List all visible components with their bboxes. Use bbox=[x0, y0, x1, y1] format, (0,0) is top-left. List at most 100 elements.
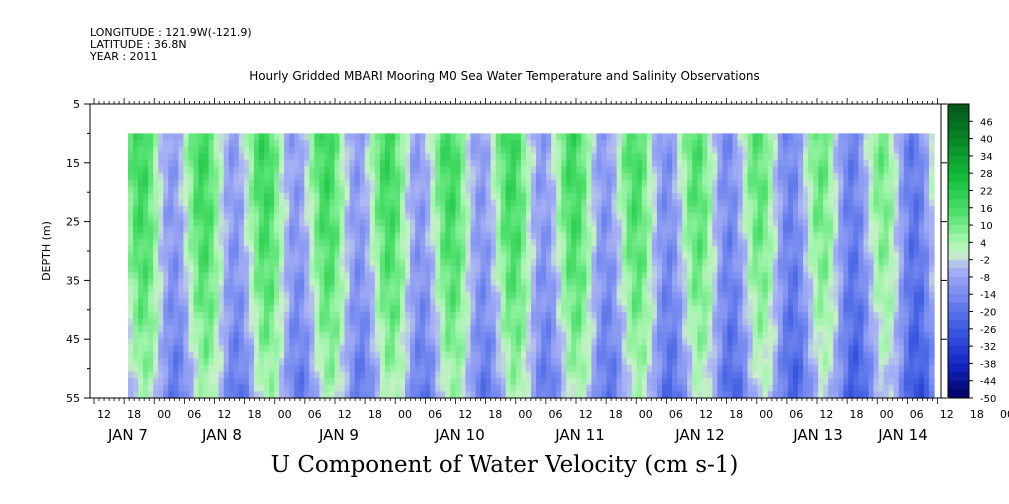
colorbar-segment bbox=[948, 104, 969, 114]
colorbar-label: -38 bbox=[980, 359, 996, 370]
x-hour-tick-label: 00 bbox=[880, 408, 894, 421]
colorbar-segment bbox=[948, 138, 969, 148]
colorbar-segment bbox=[948, 259, 969, 269]
colorbar-segment bbox=[948, 147, 969, 157]
x-hour-tick-label: 06 bbox=[669, 408, 683, 421]
x-day-label: JAN 13 bbox=[792, 426, 843, 444]
y-tick-label: 5 bbox=[73, 98, 80, 111]
x-hour-tick-label: 00 bbox=[639, 408, 653, 421]
colorbar-segment bbox=[948, 302, 969, 313]
colorbar-segment bbox=[948, 225, 969, 235]
colorbar-label: 28 bbox=[980, 169, 993, 180]
x-hour-tick-label: 12 bbox=[699, 408, 713, 421]
longitude-label: LONGITUDE : 121.9W(-121.9) bbox=[90, 26, 252, 39]
chart-title: Hourly Gridded MBARI Mooring M0 Sea Wate… bbox=[249, 69, 760, 83]
colorbar-label: 4 bbox=[980, 238, 986, 249]
y-tick-label: 35 bbox=[66, 274, 80, 287]
x-day-label: JAN 7 bbox=[107, 426, 148, 444]
colorbar-segment bbox=[948, 190, 969, 200]
x-hour-tick-label: 06 bbox=[187, 408, 201, 421]
y-tick-label: 25 bbox=[66, 216, 80, 229]
colorbar-segment bbox=[948, 380, 969, 390]
x-hour-tick-label: 12 bbox=[338, 408, 352, 421]
colorbar-segment bbox=[948, 251, 969, 261]
x-hour-tick-label: 12 bbox=[579, 408, 593, 421]
x-hour-tick-label: 06 bbox=[308, 408, 322, 421]
colorbar-segment bbox=[948, 276, 969, 287]
y-tick-label: 15 bbox=[66, 157, 80, 170]
colorbar-segment bbox=[948, 285, 969, 295]
x-hour-tick-label: 18 bbox=[970, 408, 984, 421]
colorbar-label: -8 bbox=[980, 273, 990, 284]
colorbar-segment bbox=[948, 328, 969, 338]
x-hour-tick-label: 18 bbox=[248, 408, 262, 421]
colorbar-label: 22 bbox=[980, 186, 993, 197]
x-hour-tick-label: 06 bbox=[549, 408, 563, 421]
colorbar-segment bbox=[948, 389, 969, 399]
colorbar-segment bbox=[948, 216, 969, 226]
colorbar-label: -44 bbox=[980, 377, 996, 388]
colorbar-segment bbox=[948, 173, 969, 183]
y-tick-label: 55 bbox=[66, 392, 80, 405]
colorbar-segment bbox=[948, 354, 969, 364]
y-axis-label: DEPTH (m) bbox=[40, 221, 53, 281]
x-hour-tick-label: 18 bbox=[850, 408, 864, 421]
x-axis-label: U Component of Water Velocity (cm s-1) bbox=[270, 452, 739, 478]
x-hour-tick-label: 18 bbox=[127, 408, 141, 421]
colorbar-segment bbox=[948, 181, 969, 191]
x-hour-tick-label: 18 bbox=[488, 408, 502, 421]
x-hour-tick-label: 06 bbox=[428, 408, 442, 421]
colorbar-segment bbox=[948, 268, 969, 278]
x-day-label: JAN 14 bbox=[877, 426, 928, 444]
x-hour-tick-label: 18 bbox=[368, 408, 382, 421]
x-day-label: JAN 10 bbox=[434, 426, 485, 444]
x-hour-tick-label: 00 bbox=[1000, 408, 1009, 421]
x-day-label: JAN 12 bbox=[674, 426, 725, 444]
colorbar-segment bbox=[948, 207, 969, 217]
x-hour-tick-label: 00 bbox=[518, 408, 532, 421]
x-hour-tick-label: 18 bbox=[729, 408, 743, 421]
x-day-label: JAN 11 bbox=[554, 426, 605, 444]
x-hour-tick-label: 00 bbox=[157, 408, 171, 421]
colorbar-segment bbox=[948, 363, 969, 373]
colorbar-segment bbox=[948, 294, 969, 304]
year-label: YEAR : 2011 bbox=[90, 50, 158, 63]
x-day-label: JAN 8 bbox=[201, 426, 242, 444]
colorbar-label: -50 bbox=[980, 394, 996, 405]
colorbar-label: -14 bbox=[980, 290, 996, 301]
colorbar-label: -32 bbox=[980, 342, 996, 353]
x-hour-tick-label: 12 bbox=[97, 408, 111, 421]
colorbar-segment bbox=[948, 112, 969, 122]
x-hour-tick-label: 00 bbox=[759, 408, 773, 421]
x-hour-tick-label: 12 bbox=[819, 408, 833, 421]
x-hour-tick-label: 06 bbox=[910, 408, 924, 421]
colorbar-segment bbox=[948, 121, 969, 131]
colorbar-label: 34 bbox=[980, 152, 993, 163]
colorbar-label: -2 bbox=[980, 256, 990, 267]
colorbar-segment bbox=[948, 372, 969, 382]
colorbar-label: -20 bbox=[980, 308, 996, 319]
colorbar-segment bbox=[948, 164, 969, 174]
colorbar-segment bbox=[948, 337, 969, 347]
x-hour-tick-label: 12 bbox=[940, 408, 954, 421]
colorbar-segment bbox=[948, 129, 969, 140]
colorbar-segment bbox=[948, 346, 969, 356]
colorbar-segment bbox=[948, 320, 969, 330]
colorbar-segment bbox=[948, 242, 969, 252]
latitude-label: LATITUDE : 36.8N bbox=[90, 38, 187, 51]
x-hour-tick-label: 00 bbox=[278, 408, 292, 421]
x-hour-tick-label: 12 bbox=[217, 408, 231, 421]
colorbar-label: -26 bbox=[980, 325, 996, 336]
colorbar-segment bbox=[948, 155, 969, 166]
x-hour-tick-label: 06 bbox=[789, 408, 803, 421]
colorbar-segment bbox=[948, 311, 969, 321]
x-hour-tick-label: 18 bbox=[609, 408, 623, 421]
colorbar-label: 46 bbox=[980, 117, 993, 128]
colorbar-label: 16 bbox=[980, 204, 993, 215]
colorbar-segment bbox=[948, 199, 969, 209]
colorbar-label: 40 bbox=[980, 135, 993, 146]
x-hour-tick-label: 12 bbox=[458, 408, 472, 421]
colorbar-label: 10 bbox=[980, 221, 993, 232]
heatmap-field bbox=[128, 133, 935, 399]
